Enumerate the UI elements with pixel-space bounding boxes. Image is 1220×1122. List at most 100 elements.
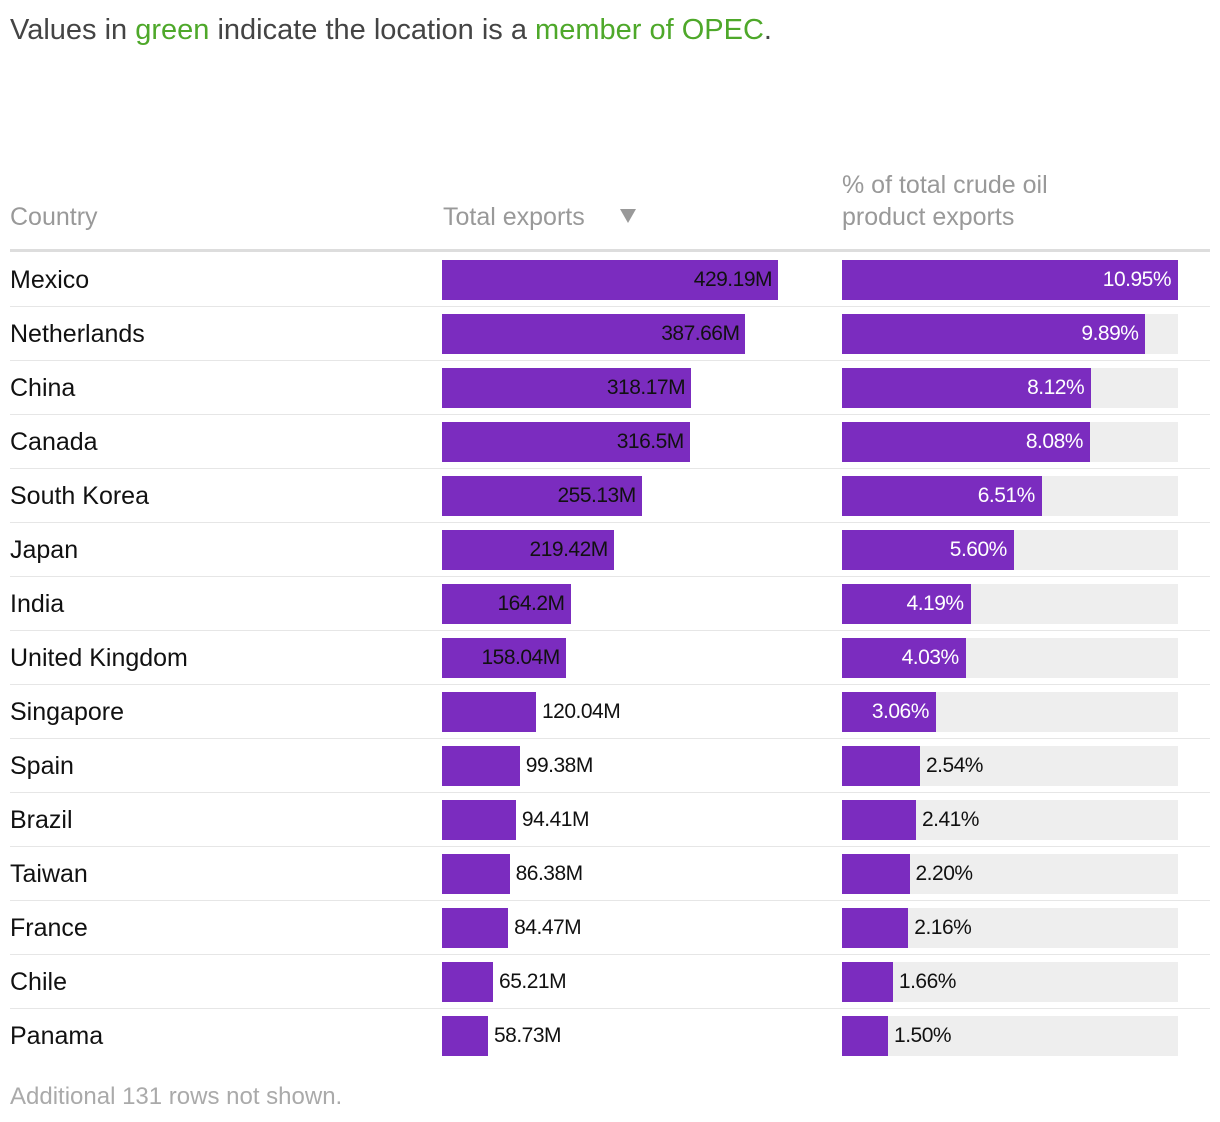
exports-bar <box>442 314 746 354</box>
exports-bar <box>442 422 690 462</box>
share-label: 2.16% <box>914 916 972 939</box>
share-bar <box>842 962 893 1002</box>
share-label: 1.50% <box>894 1024 952 1047</box>
exports-bar <box>442 530 614 570</box>
exports-label: 255.13M <box>557 484 636 507</box>
intro-text: . <box>763 14 772 46</box>
share-bar <box>842 692 936 732</box>
share-bar <box>842 530 1014 570</box>
share-label: 2.41% <box>921 808 980 831</box>
row-separator <box>10 576 1210 577</box>
share-label: 8.08% <box>1025 430 1084 453</box>
share-label: 4.19% <box>906 592 965 615</box>
share-bar <box>842 908 909 948</box>
share-label: 8.12% <box>1027 376 1085 399</box>
share-bar <box>842 638 966 678</box>
share-bar <box>842 368 1092 408</box>
share-label: 3.06% <box>871 700 930 723</box>
exports-bar <box>442 368 692 408</box>
intro-highlight: member of OPEC <box>535 14 764 46</box>
row-separator <box>10 738 1210 739</box>
country-name: Spain <box>10 752 74 780</box>
share-bar <box>842 584 971 624</box>
country-name: France <box>10 914 88 942</box>
exports-label: 94.41M <box>521 808 590 831</box>
column-header[interactable]: Total exports <box>443 203 585 231</box>
exports-label: 429.19M <box>693 268 773 291</box>
share-label: 10.95% <box>1102 268 1172 291</box>
exports-bar <box>442 260 778 300</box>
column-header[interactable]: product exports <box>842 203 1015 231</box>
intro-text: indicate the location is a <box>209 14 536 46</box>
exports-label: 58.73M <box>493 1024 562 1047</box>
country-name: Canada <box>10 428 98 456</box>
exports-label: 158.04M <box>481 646 560 669</box>
exports-label: 164.2M <box>497 592 566 615</box>
share-label: 1.66% <box>898 970 957 993</box>
country-name: Panama <box>10 1022 104 1050</box>
intro: Values in green indicate the location is… <box>10 14 772 47</box>
share-label: 6.51% <box>977 484 1036 507</box>
exports-label: 65.21M <box>499 970 567 993</box>
row-separator <box>10 522 1210 523</box>
exports-label: 84.47M <box>514 916 582 939</box>
row-separator <box>10 792 1210 793</box>
country-name: Chile <box>10 968 67 996</box>
exports-label: 86.38M <box>515 862 584 885</box>
country-name: Japan <box>10 536 79 564</box>
share-bar <box>842 800 916 840</box>
country-name: Brazil <box>10 806 73 834</box>
share-bar <box>842 260 1178 300</box>
exports-bar <box>442 692 536 732</box>
row-separator <box>10 954 1210 955</box>
share-bar <box>842 1016 889 1056</box>
share-label: 5.60% <box>949 538 1008 561</box>
exports-bar <box>442 962 494 1002</box>
footer-note: Additional 131 rows not shown. <box>10 1083 343 1110</box>
column-header[interactable]: % of total crude oil <box>842 171 1048 199</box>
country-name: United Kingdom <box>10 644 188 672</box>
country-name: China <box>10 374 76 402</box>
exports-label: 120.04M <box>541 700 621 723</box>
share-bar <box>842 422 1090 462</box>
share-bar <box>842 314 1146 354</box>
row-separator <box>10 360 1210 361</box>
country-name: Mexico <box>10 266 90 294</box>
share-track <box>842 962 1178 1002</box>
country-name: Netherlands <box>10 320 145 348</box>
header-rule <box>10 249 1210 252</box>
exports-bar <box>442 908 509 948</box>
exports-bar <box>442 800 516 840</box>
row-separator <box>10 630 1210 631</box>
sort-icon <box>620 209 636 223</box>
share-bar <box>842 854 910 894</box>
row-separator <box>10 306 1210 307</box>
exports-bar <box>442 1016 488 1056</box>
exports-bar <box>442 584 571 624</box>
country-name: Taiwan <box>10 860 88 888</box>
row-separator <box>10 414 1210 415</box>
intro-text: Values in <box>10 14 136 46</box>
share-label: 4.03% <box>901 646 960 669</box>
share-bar <box>842 746 920 786</box>
column-header[interactable]: Country <box>10 203 98 231</box>
exports-bar <box>442 476 642 516</box>
exports-label: 387.66M <box>661 322 740 345</box>
share-label: 2.20% <box>915 862 974 885</box>
row-separator <box>10 900 1210 901</box>
country-name: South Korea <box>10 482 149 510</box>
country-name: India <box>10 590 65 618</box>
share-track <box>842 1016 1178 1056</box>
exports-label: 316.5M <box>616 430 685 453</box>
row-separator <box>10 1008 1210 1009</box>
share-label: 9.89% <box>1081 322 1139 345</box>
row-separator <box>10 468 1210 469</box>
row-separator <box>10 684 1210 685</box>
exports-bar <box>442 746 520 786</box>
country-name: Singapore <box>10 698 124 726</box>
exports-label: 318.17M <box>606 376 686 399</box>
share-label: 2.54% <box>925 754 984 777</box>
exports-bar <box>442 854 510 894</box>
intro-highlight: green <box>135 14 210 46</box>
